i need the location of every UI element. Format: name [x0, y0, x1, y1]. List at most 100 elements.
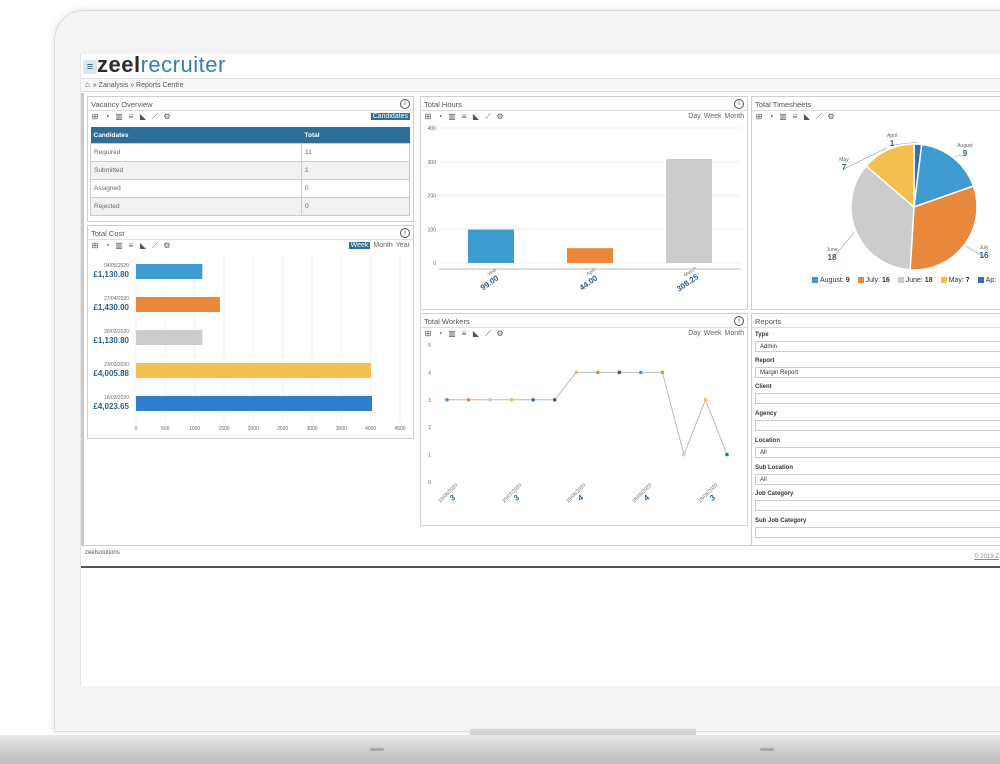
legend-value: 18 [922, 277, 933, 284]
reports-panel: Reports Type Admin Report Margin Report … [751, 313, 1000, 545]
period-week[interactable]: Week [348, 242, 371, 249]
leader-line [891, 141, 919, 146]
line-icon[interactable]: ⟋ [485, 329, 491, 338]
legend-item[interactable]: July: 16 [857, 277, 890, 284]
area-icon[interactable]: ◣ [139, 112, 147, 121]
row-total: 0 [301, 179, 410, 198]
settings-icon[interactable]: ⚙ [496, 112, 504, 121]
job-category-select[interactable] [755, 500, 1000, 511]
info-icon[interactable]: i [400, 99, 410, 109]
data-point [703, 398, 708, 402]
table-icon[interactable]: ⊞ [424, 112, 432, 121]
location-select[interactable]: All [755, 447, 1000, 458]
area-icon[interactable]: ◣ [803, 112, 811, 121]
period-year[interactable]: Year [395, 242, 410, 249]
leader-line [954, 154, 966, 157]
line-icon[interactable]: ⟋ [152, 112, 158, 121]
bar-icon[interactable]: ▥ [115, 112, 123, 121]
type-select[interactable]: Admin [755, 341, 1000, 352]
period-month[interactable]: Month [724, 330, 744, 337]
list-icon[interactable]: ≡ [128, 241, 134, 250]
period-month[interactable]: Month [724, 113, 744, 120]
legend-item[interactable]: May: 7 [940, 277, 970, 284]
client-select[interactable] [755, 393, 1000, 404]
category-label: Year [487, 267, 499, 278]
candidates-toggle[interactable]: Candidates [370, 113, 410, 120]
menu-icon[interactable]: ≡ [83, 60, 97, 74]
bar-icon[interactable]: ▥ [115, 241, 123, 250]
leader-line [843, 147, 887, 170]
pie-icon[interactable]: ◔ [437, 112, 443, 121]
settings-icon[interactable]: ⚙ [827, 112, 835, 121]
bar-icon[interactable]: ▥ [779, 112, 787, 121]
info-icon[interactable]: i [400, 228, 410, 238]
divider [88, 239, 413, 240]
dashboard: Vacancy Overview i ⊞ ◔ ▥ ≡ ◣ ⟋ ⚙ Candida… [81, 93, 1000, 545]
divider [752, 110, 1000, 111]
table-icon[interactable]: ⊞ [755, 112, 763, 121]
line-icon[interactable]: ⟋ [152, 241, 158, 250]
pie-icon[interactable]: ◔ [104, 241, 110, 250]
sub-location-select[interactable]: All [755, 474, 1000, 485]
list-icon[interactable]: ≡ [128, 112, 134, 121]
period-day[interactable]: Day [688, 330, 701, 337]
y-tick-label: 0 [428, 480, 431, 486]
app-logo[interactable]: zeelrecruiter [97, 54, 226, 78]
table-icon[interactable]: ⊞ [91, 112, 99, 121]
home-icon[interactable]: ⌂ [85, 80, 90, 89]
data-point [639, 370, 643, 375]
agency-select[interactable] [755, 420, 1000, 431]
area-icon[interactable]: ◣ [139, 241, 147, 250]
settings-icon[interactable]: ⚙ [163, 241, 171, 250]
table-row[interactable]: Rejected 0 [90, 197, 410, 216]
table-row[interactable]: Required 11 [90, 143, 410, 162]
y-tick-label: 2 [428, 425, 431, 431]
report-select[interactable]: Margin Report [755, 367, 1000, 378]
pie-icon[interactable]: ◔ [437, 329, 443, 338]
period-selector: Day Week Month [688, 330, 744, 337]
period-day[interactable]: Day [688, 113, 701, 120]
bar-icon[interactable]: ▥ [448, 329, 456, 338]
info-icon[interactable]: i [734, 99, 744, 109]
period-month[interactable]: Month [373, 242, 393, 249]
sub-job-category-select[interactable] [755, 527, 1000, 538]
pie-slice [865, 143, 915, 209]
legend-label: June: [905, 277, 923, 284]
list-icon[interactable]: ≡ [792, 112, 798, 121]
report-label: Report [755, 358, 775, 364]
legend-swatch [812, 277, 818, 283]
panel-title: Total Timesheets [755, 100, 812, 109]
settings-icon[interactable]: ⚙ [163, 112, 171, 121]
column-header[interactable]: Candidates [90, 127, 302, 144]
slice-value: 16 [980, 251, 989, 260]
legend-item[interactable]: August: 9 [812, 277, 850, 284]
period-week[interactable]: Week [703, 330, 722, 337]
column-header[interactable]: Total [301, 127, 410, 144]
vacancy-table: Candidates Total Required 11 Submitted 1 A… [90, 127, 410, 216]
legend-item[interactable]: June: 18 [897, 277, 933, 284]
pie-icon[interactable]: ◔ [104, 112, 110, 121]
list-icon[interactable]: ≡ [461, 329, 467, 338]
period-week[interactable]: Week [703, 113, 722, 120]
y-tick-label: 400 [428, 126, 437, 132]
copyright-link[interactable]: © 2019 Z [974, 554, 999, 560]
list-icon[interactable]: ≡ [461, 112, 467, 121]
legend-item[interactable]: Ap: [977, 277, 996, 284]
table-row[interactable]: Submitted 1 [90, 161, 410, 180]
breadcrumb-text[interactable]: » Zanalysis » Reports Centre [92, 82, 184, 89]
app-screen: ≡ zeelrecruiter ⌂» Zanalysis » Reports C… [80, 54, 1000, 686]
line-icon[interactable]: ⟋ [816, 112, 822, 121]
area-icon[interactable]: ◣ [472, 112, 480, 121]
table-icon[interactable]: ⊞ [424, 329, 432, 338]
bar [136, 396, 373, 411]
sub-location-label: Sub Location [755, 465, 793, 471]
table-row[interactable]: Assigned 0 [90, 179, 410, 198]
pie-icon[interactable]: ◔ [768, 112, 774, 121]
line-icon[interactable]: ⟋ [485, 112, 491, 121]
bar-icon[interactable]: ▥ [448, 112, 456, 121]
table-icon[interactable]: ⊞ [91, 241, 99, 250]
settings-icon[interactable]: ⚙ [496, 329, 504, 338]
info-icon[interactable]: i [734, 316, 744, 326]
area-icon[interactable]: ◣ [472, 329, 480, 338]
